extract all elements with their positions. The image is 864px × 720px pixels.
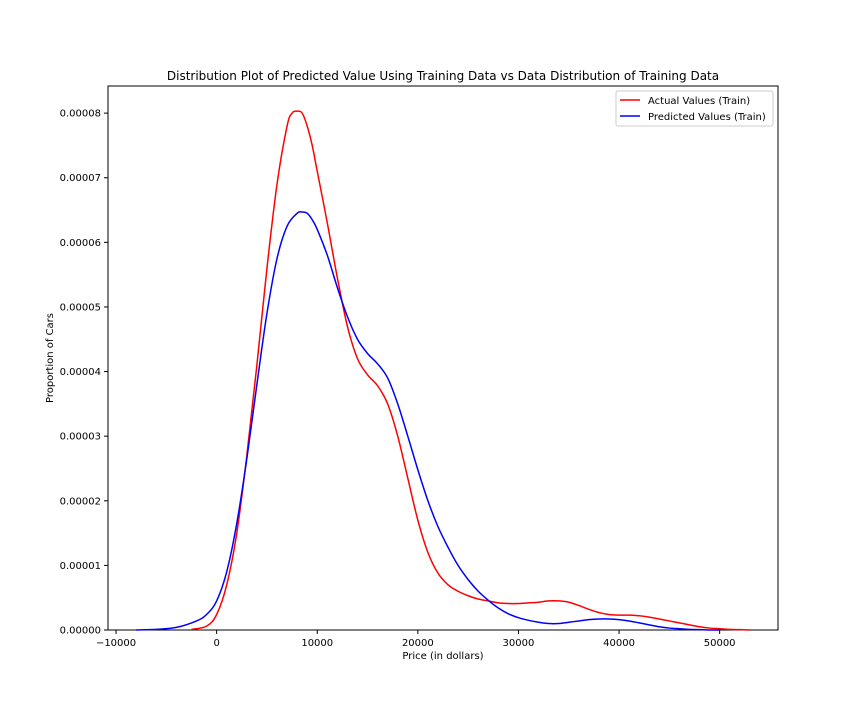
x-tick-label: 30000 [503,638,535,649]
y-tick-label: 0.00000 [60,626,101,637]
x-tick-label: 20000 [402,638,434,649]
x-tick-label: −10000 [96,638,136,649]
legend-box [615,90,774,127]
y-tick-label: 0.00004 [60,367,101,378]
y-tick-label: 0.00008 [60,109,101,120]
y-tick-label: 0.00003 [60,432,101,443]
chart-title: Distribution Plot of Predicted Value Usi… [167,69,719,83]
x-tick-label: 40000 [603,638,635,649]
y-axis: 0.00000 0.00001 0.00002 0.00003 0.00004 0.000… [60,109,108,637]
y-tick-label: 0.00002 [60,496,101,507]
x-axis: −10000 0 10000 20000 30000 40000 50000 [96,630,736,649]
x-tick-label: 50000 [704,638,736,649]
legend-label-actual: Actual Values (Train) [648,96,750,107]
x-axis-title: Price (in dollars) [402,651,483,662]
series-line-predicted [136,210,720,631]
y-axis-title: Proportion of Cars [45,313,56,403]
legend-label-predicted: Predicted Values (Train) [648,112,766,123]
plot-area-frame [107,85,779,631]
x-tick-label: 0 [213,638,219,649]
x-tick-label: 10000 [301,638,333,649]
y-tick-label: 0.00007 [60,173,101,184]
series-line-actual [191,110,750,631]
y-tick-label: 0.00006 [60,238,101,249]
series-lines [136,110,750,631]
y-tick-label: 0.00005 [60,302,101,313]
y-tick-label: 0.00001 [60,561,101,572]
legend: Actual Values (Train) Predicted Values (… [615,90,774,127]
